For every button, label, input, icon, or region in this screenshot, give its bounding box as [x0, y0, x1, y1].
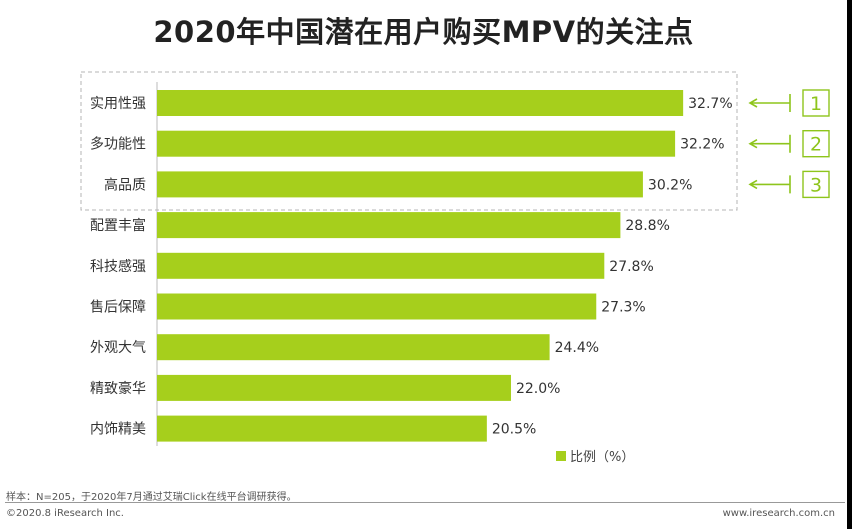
chart-legend: 比例（%） [556, 446, 634, 465]
category-label: 高品质 [104, 176, 146, 193]
bar-chart: 实用性强 32.7% 多功能性 32.2% 高品质 30.2% 配置丰富 28.8% 科技感强 2… [80, 71, 830, 446]
screen-edge [847, 0, 852, 529]
category-label: 售后保障 [90, 300, 146, 316]
rank-number: 2 [810, 134, 822, 156]
value-label: 32.2% [680, 137, 724, 153]
bar [157, 334, 550, 361]
bar [157, 90, 684, 116]
rank-arrow [748, 94, 791, 112]
value-label: 27.8% [609, 259, 653, 275]
category-label: 多功能性 [90, 136, 146, 153]
bar [157, 415, 487, 442]
bar [157, 171, 643, 198]
value-label: 30.2% [648, 177, 692, 193]
bar [157, 212, 621, 239]
value-label: 22.0% [516, 381, 560, 397]
rank-box [802, 129, 830, 158]
bar [157, 374, 511, 401]
rank-box [802, 89, 830, 117]
legend-swatch [556, 450, 566, 461]
rank-box [802, 170, 830, 199]
rank-arrow [748, 175, 791, 194]
website-text: www.iresearch.com.cn [722, 508, 835, 519]
rank-number: 1 [810, 93, 822, 115]
legend-label: 比例（%） [570, 450, 635, 465]
rank-arrow [748, 134, 791, 153]
bar [157, 130, 676, 157]
bar [157, 293, 597, 320]
category-label: 内饰精美 [90, 422, 146, 438]
category-label: 实用性强 [90, 96, 146, 112]
category-label: 科技感强 [90, 258, 146, 275]
footer-divider [5, 502, 845, 503]
category-label: 配置丰富 [90, 217, 146, 234]
source-note: 样本：N=205，于2020年7月通过艾瑞Click在线平台调研获得。 [6, 492, 297, 503]
top-three-highlight-box [80, 71, 738, 211]
chart-title: 2020年中国潜在用户购买MPV的关注点 [153, 15, 694, 49]
bar [157, 252, 605, 279]
value-label: 27.3% [601, 300, 645, 316]
category-label: 精致豪华 [90, 381, 146, 397]
copyright-text: ©2020.8 iResearch Inc. [6, 508, 124, 519]
value-label: 24.4% [555, 340, 599, 356]
rank-number: 3 [810, 174, 822, 196]
value-label: 28.8% [625, 218, 669, 234]
value-label: 32.7% [688, 96, 732, 112]
value-label: 20.5% [492, 422, 536, 438]
category-label: 外观大气 [90, 340, 146, 356]
